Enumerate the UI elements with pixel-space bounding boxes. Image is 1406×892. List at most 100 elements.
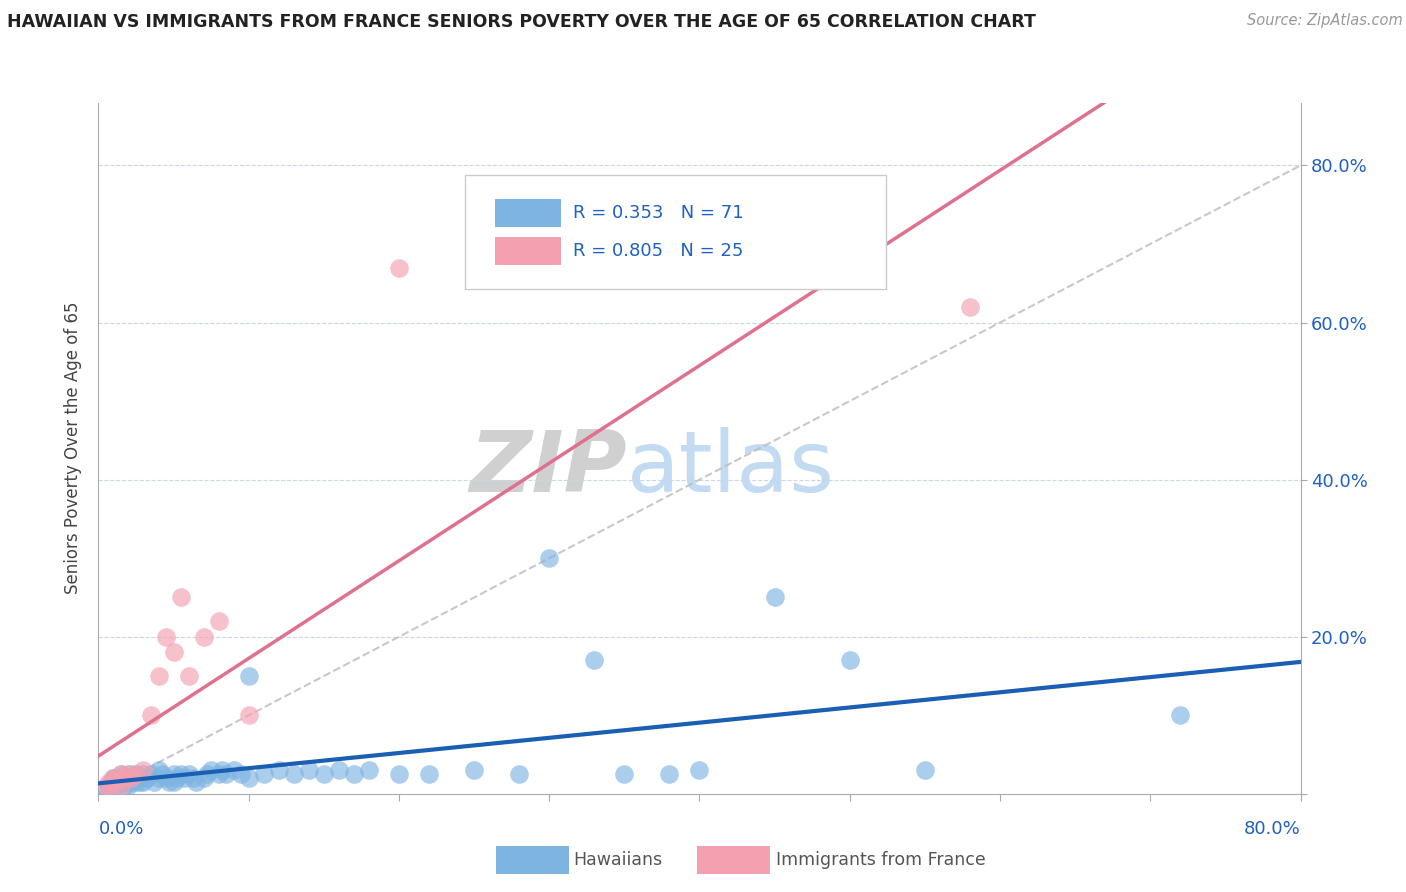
Point xyxy=(689,764,711,778)
Point xyxy=(132,764,155,778)
Point xyxy=(155,771,177,785)
Point xyxy=(208,767,231,781)
Point xyxy=(115,775,138,789)
Point xyxy=(613,767,636,781)
Point xyxy=(170,591,193,605)
Point xyxy=(143,775,166,789)
Point xyxy=(418,767,440,781)
Point xyxy=(170,767,193,781)
Point xyxy=(97,775,120,789)
Point xyxy=(162,767,184,781)
Point xyxy=(139,708,162,723)
Bar xyxy=(495,237,561,265)
Point xyxy=(129,775,152,789)
Point xyxy=(357,764,380,778)
Point xyxy=(128,771,150,785)
Point xyxy=(114,771,136,785)
Point xyxy=(117,771,139,785)
Point xyxy=(253,767,276,781)
Point xyxy=(238,708,260,723)
Y-axis label: Seniors Poverty Over the Age of 65: Seniors Poverty Over the Age of 65 xyxy=(65,302,83,594)
Point xyxy=(222,764,245,778)
Point xyxy=(343,767,366,781)
Point xyxy=(100,780,122,795)
Point xyxy=(107,771,129,785)
Point xyxy=(1170,708,1192,723)
Point xyxy=(121,771,143,785)
Text: R = 0.805   N = 25: R = 0.805 N = 25 xyxy=(574,243,744,260)
Point xyxy=(166,771,188,785)
Point xyxy=(298,764,321,778)
Text: Source: ZipAtlas.com: Source: ZipAtlas.com xyxy=(1247,13,1403,29)
Point xyxy=(135,771,157,785)
Point xyxy=(658,767,681,781)
Text: Immigrants from France: Immigrants from France xyxy=(776,851,986,869)
Text: HAWAIIAN VS IMMIGRANTS FROM FRANCE SENIORS POVERTY OVER THE AGE OF 65 CORRELATIO: HAWAIIAN VS IMMIGRANTS FROM FRANCE SENIO… xyxy=(7,13,1036,31)
Text: Hawaiians: Hawaiians xyxy=(574,851,662,869)
Point xyxy=(155,630,177,644)
Point xyxy=(200,764,222,778)
Point xyxy=(838,653,860,667)
Point xyxy=(283,767,305,781)
Point xyxy=(959,300,981,314)
Point xyxy=(388,767,411,781)
Point xyxy=(105,779,128,793)
Point xyxy=(181,771,204,785)
Point xyxy=(121,775,143,789)
Point xyxy=(150,767,173,781)
Point xyxy=(132,767,155,781)
Point xyxy=(173,771,195,785)
Point xyxy=(103,775,125,789)
Point xyxy=(94,779,117,793)
Point xyxy=(162,775,184,789)
Text: 0.0%: 0.0% xyxy=(98,820,143,838)
Text: ZIP: ZIP xyxy=(470,427,627,510)
Point xyxy=(162,645,184,659)
Point xyxy=(193,771,215,785)
Point xyxy=(125,775,148,789)
Point xyxy=(914,764,936,778)
FancyBboxPatch shape xyxy=(465,175,886,289)
Point xyxy=(463,764,485,778)
Point xyxy=(117,779,139,793)
Point xyxy=(110,767,132,781)
Point xyxy=(105,771,128,785)
Point xyxy=(148,764,170,778)
Point xyxy=(195,767,218,781)
Point xyxy=(148,669,170,683)
Point xyxy=(388,260,411,275)
Point xyxy=(328,764,350,778)
Point xyxy=(215,767,238,781)
Point xyxy=(103,771,125,785)
Point xyxy=(583,653,606,667)
Point xyxy=(103,775,125,789)
Point xyxy=(208,614,231,628)
Point xyxy=(118,767,141,781)
Point xyxy=(125,767,148,781)
Point xyxy=(312,767,335,781)
Bar xyxy=(495,199,561,227)
Point xyxy=(94,783,117,797)
Point xyxy=(117,767,139,781)
Point xyxy=(125,767,148,781)
Point xyxy=(110,775,132,789)
Point xyxy=(103,783,125,797)
Point xyxy=(139,767,162,781)
Text: 80.0%: 80.0% xyxy=(1244,820,1301,838)
Point xyxy=(193,630,215,644)
Point xyxy=(122,771,145,785)
Point xyxy=(103,771,125,785)
Point xyxy=(97,779,120,793)
Point xyxy=(177,669,200,683)
Point xyxy=(114,771,136,785)
Point xyxy=(763,591,786,605)
Point xyxy=(184,775,207,789)
Point xyxy=(112,779,135,793)
Point xyxy=(508,767,530,781)
Point xyxy=(538,551,561,566)
Point xyxy=(267,764,290,778)
Point xyxy=(110,767,132,781)
Text: atlas: atlas xyxy=(627,427,835,510)
Point xyxy=(148,771,170,785)
Point xyxy=(238,771,260,785)
